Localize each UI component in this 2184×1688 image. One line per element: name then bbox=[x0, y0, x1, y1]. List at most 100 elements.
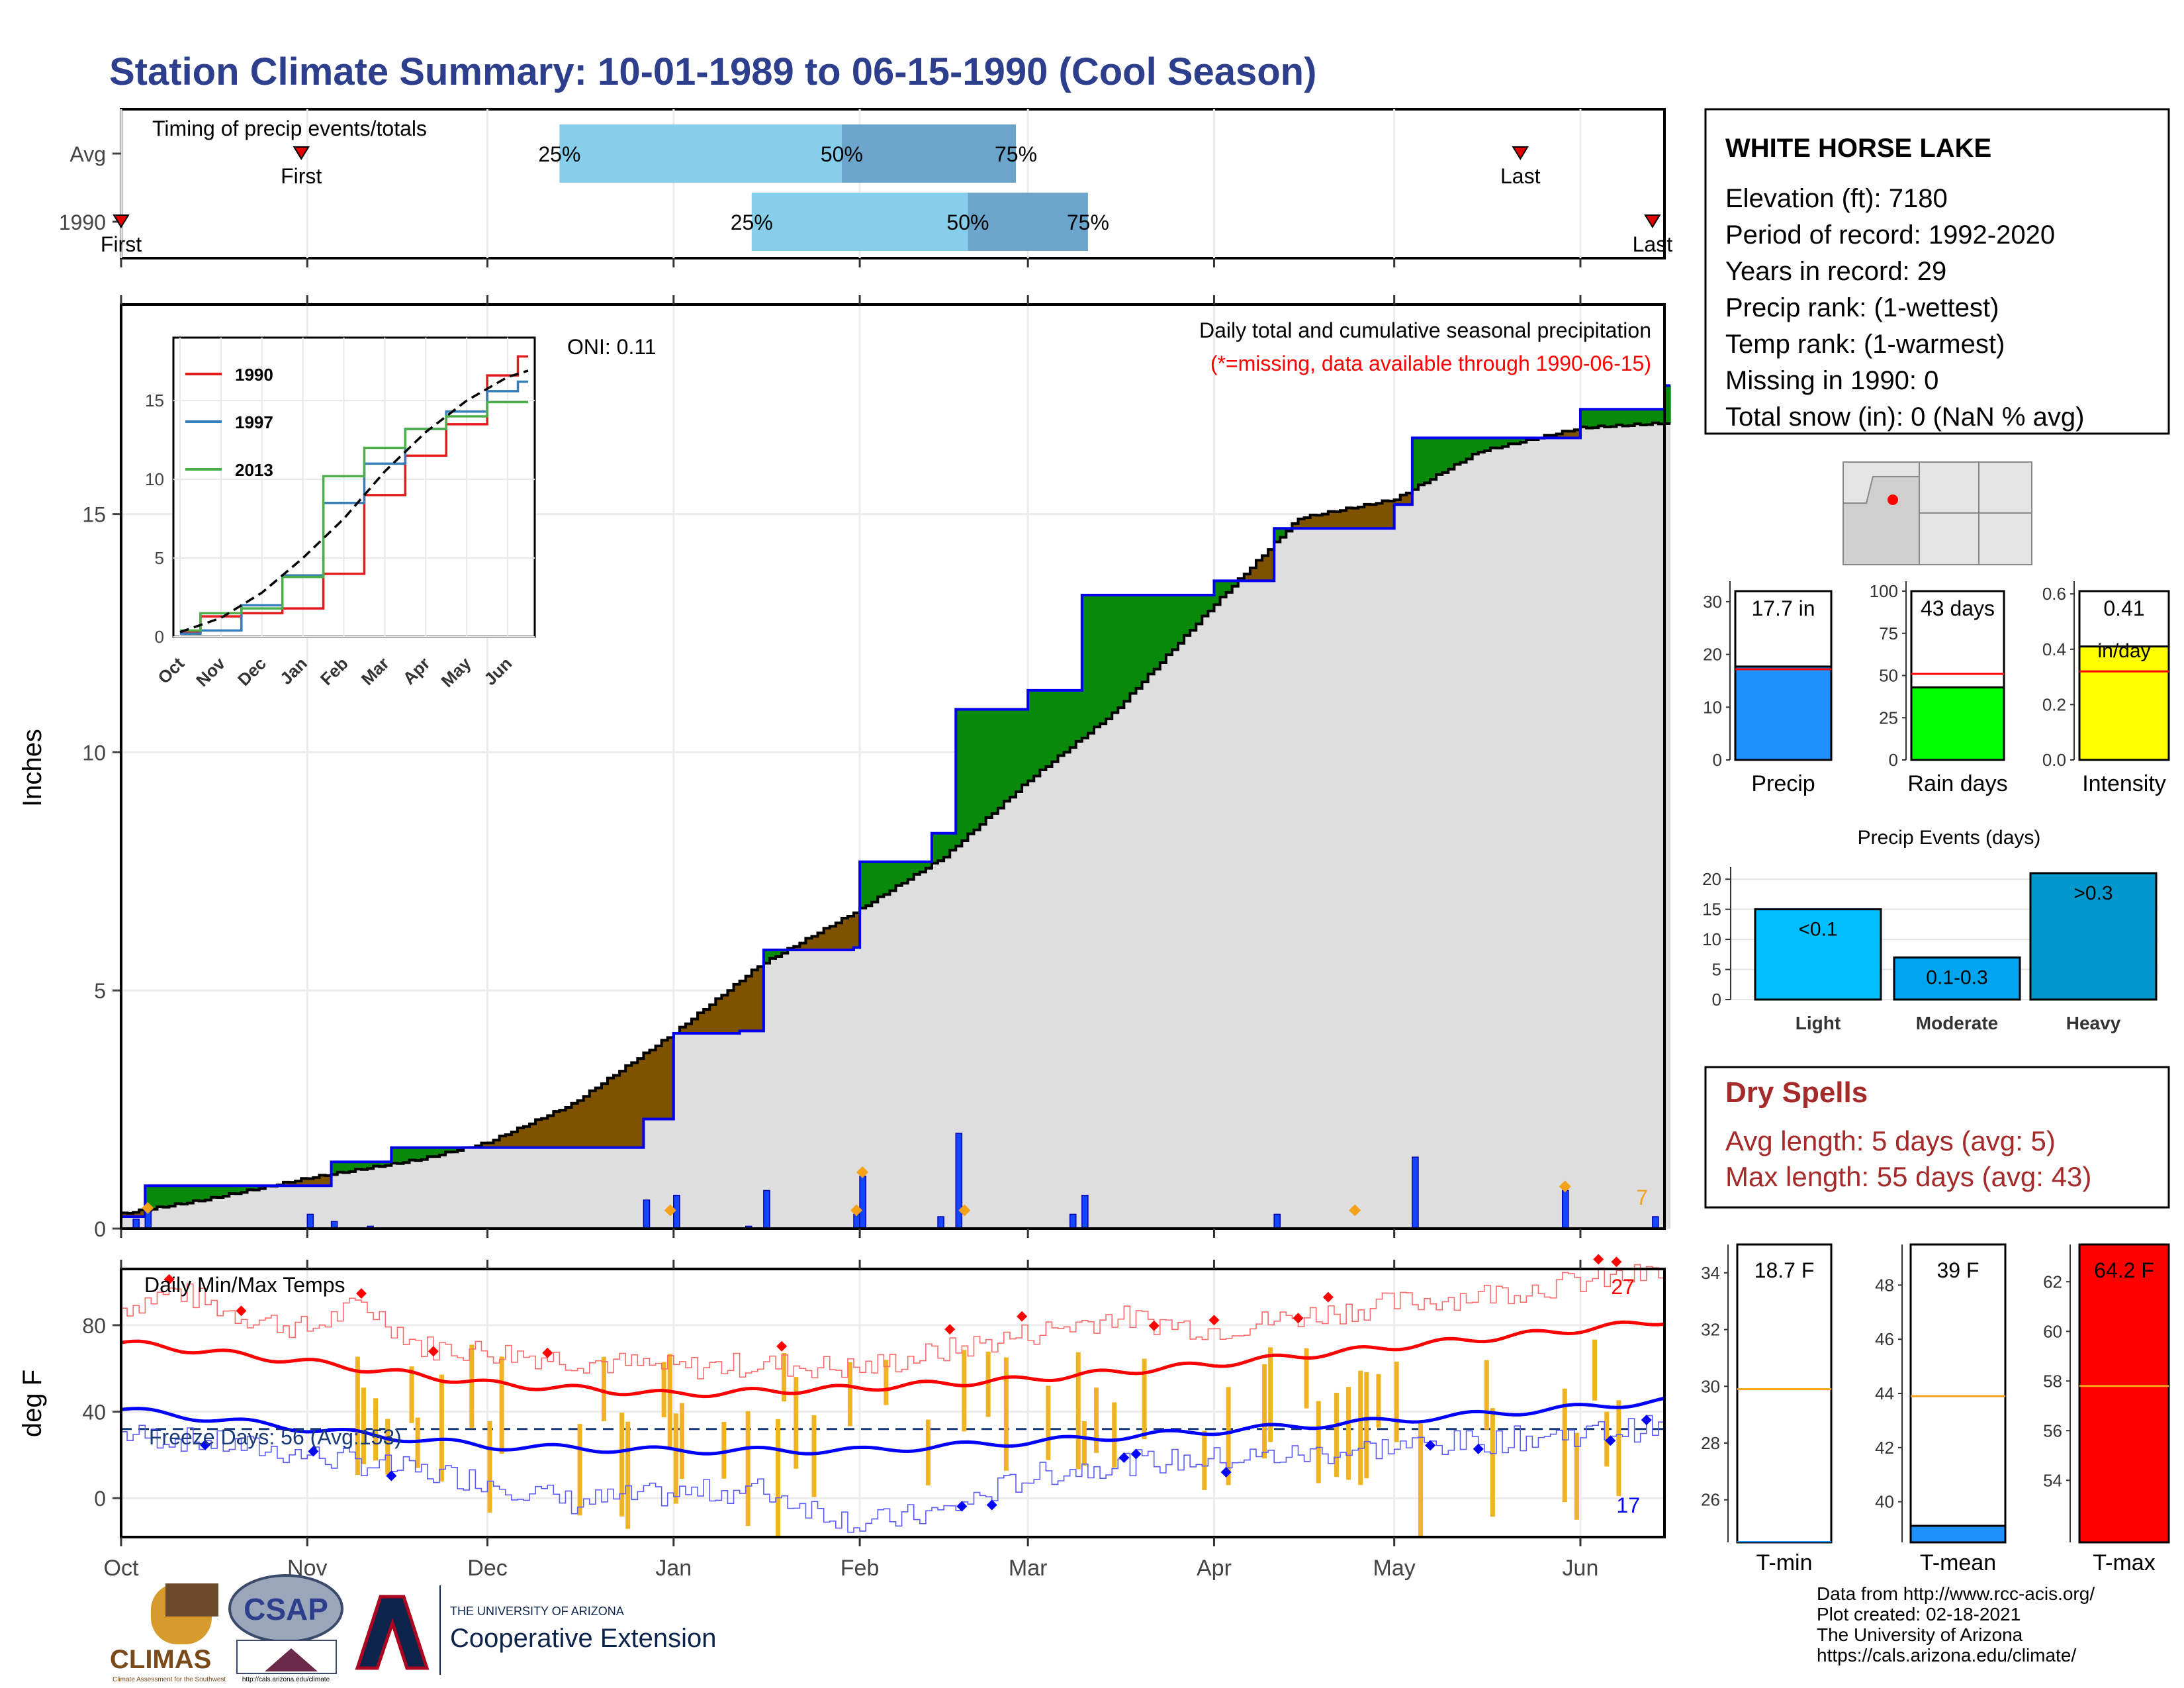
timing-q75-label: 75% bbox=[995, 142, 1037, 166]
freeze-day-bar bbox=[1262, 1364, 1267, 1459]
surplus-area bbox=[1490, 438, 1497, 448]
surplus-area bbox=[1022, 709, 1028, 785]
freeze-day-bar bbox=[679, 1403, 684, 1479]
daily-precip-bar bbox=[1412, 1156, 1419, 1229]
surplus-area bbox=[895, 861, 903, 886]
surplus-area bbox=[421, 1147, 428, 1160]
freeze-day-bar bbox=[385, 1419, 390, 1475]
deficit-area bbox=[1244, 574, 1251, 581]
deficit-area bbox=[535, 1119, 542, 1148]
climas-logo-mark-accent bbox=[165, 1583, 218, 1617]
surplus-area bbox=[187, 1186, 194, 1203]
station-info-frame bbox=[1704, 108, 2170, 435]
temp-y-axis-label: deg F bbox=[18, 1370, 47, 1437]
temp-summary-tick-label: 34 bbox=[1701, 1263, 1720, 1283]
surplus-area bbox=[1640, 409, 1647, 425]
surplus-area bbox=[1226, 581, 1233, 592]
temp-summary-value-label: 64.2 F bbox=[2094, 1258, 2154, 1282]
precip-events-category-label: Light bbox=[1796, 1013, 1841, 1033]
oni-label: ONI: 0.11 bbox=[567, 335, 657, 359]
deficit-area bbox=[727, 990, 735, 1033]
record-low-marker bbox=[986, 1499, 997, 1511]
deficit-area bbox=[319, 1175, 326, 1186]
surplus-area bbox=[907, 861, 915, 880]
surplus-area bbox=[211, 1186, 218, 1197]
surplus-area bbox=[1280, 528, 1287, 538]
surplus-area bbox=[1178, 594, 1185, 643]
surplus-area bbox=[889, 861, 897, 891]
freeze-day-bar bbox=[469, 1344, 475, 1429]
precip-events-bar bbox=[1754, 908, 1882, 1001]
deficit-area bbox=[733, 984, 741, 1033]
daily-precip-bar bbox=[132, 1218, 140, 1229]
surplus-area bbox=[343, 1162, 350, 1173]
surplus-area bbox=[1154, 594, 1161, 669]
deficit-area bbox=[595, 1088, 602, 1148]
precip-events-ytick-label: 0 bbox=[1712, 990, 1721, 1009]
surplus-area bbox=[1484, 438, 1491, 451]
freeze-day-bar bbox=[667, 1354, 672, 1448]
summary-bar-tick-label: 75 bbox=[1879, 624, 1898, 643]
surplus-area bbox=[403, 1147, 410, 1163]
freeze-day-bar bbox=[1046, 1385, 1051, 1460]
deficit-area bbox=[139, 1209, 146, 1217]
deficit-area bbox=[607, 1078, 614, 1148]
deficit-area bbox=[1262, 555, 1269, 581]
summary-bar-tick-label: 0 bbox=[1889, 750, 1898, 770]
deficit-area bbox=[307, 1178, 314, 1186]
record-high-marker bbox=[542, 1347, 553, 1358]
deficit-area bbox=[698, 1013, 704, 1033]
surplus-area bbox=[931, 833, 938, 863]
surplus-area bbox=[1448, 438, 1455, 469]
surplus-area bbox=[247, 1186, 254, 1190]
deficit-area bbox=[127, 1213, 134, 1217]
timing-q25-label: 25% bbox=[538, 142, 580, 166]
record-high-marker bbox=[428, 1346, 439, 1357]
freeze-day-bar bbox=[361, 1387, 366, 1464]
deficit-area bbox=[799, 943, 807, 951]
surplus-area bbox=[331, 1162, 338, 1175]
deficit-area bbox=[811, 936, 819, 951]
surplus-area bbox=[199, 1186, 206, 1201]
record-low-marker bbox=[1118, 1452, 1130, 1464]
deficit-area bbox=[313, 1177, 320, 1186]
surplus-area bbox=[1646, 409, 1653, 425]
station-location-marker bbox=[1888, 494, 1898, 505]
daily-precip-bar bbox=[1561, 1190, 1569, 1229]
surplus-area bbox=[913, 861, 921, 874]
inset-legend-label: 1990 bbox=[235, 365, 273, 385]
temp-panel-label: Daily Min/Max Temps bbox=[144, 1273, 345, 1297]
deficit-area bbox=[1388, 500, 1395, 529]
deficit-area bbox=[847, 916, 854, 951]
surplus-area bbox=[1046, 690, 1053, 767]
surplus-area bbox=[1106, 594, 1113, 720]
deficit-area bbox=[1250, 567, 1257, 581]
timing-q25-q50-bar bbox=[559, 124, 842, 183]
temp-summary-bar-t-max: 54 56 58 60 62 64.2 F T-max bbox=[2043, 1243, 2170, 1575]
deficit-area bbox=[1400, 494, 1407, 505]
x-axis-tick-label: Apr bbox=[1197, 1556, 1232, 1581]
inset-series-line-2013 bbox=[180, 400, 528, 632]
precip-events-ytick-label: 5 bbox=[1712, 960, 1721, 980]
freeze-day-bar bbox=[1226, 1387, 1231, 1485]
credit-line: Plot created: 02-18-2021 bbox=[1817, 1604, 2021, 1624]
summary-bar-tick-label: 100 bbox=[1870, 581, 1898, 601]
freeze-day-bar bbox=[1304, 1348, 1309, 1409]
tmax-avg-line bbox=[120, 1320, 1665, 1399]
surplus-area bbox=[1502, 438, 1509, 447]
deficit-area bbox=[523, 1126, 530, 1148]
dry-spells-max: Max length: 55 days (avg: 43) bbox=[1725, 1161, 2091, 1192]
surplus-area bbox=[884, 861, 891, 895]
deficit-area bbox=[1292, 523, 1299, 529]
surplus-area bbox=[1622, 409, 1629, 426]
deficit-area bbox=[1382, 500, 1389, 529]
freeze-day-bar bbox=[925, 1419, 931, 1485]
daily-precip-bar bbox=[306, 1213, 314, 1229]
surplus-area bbox=[1052, 690, 1059, 762]
deficit-area bbox=[133, 1212, 140, 1217]
temp-summary-tick-label: 28 bbox=[1701, 1433, 1720, 1453]
surplus-area bbox=[259, 1186, 266, 1189]
climas-logo-subtext: Climate Assessment for the Southwest bbox=[113, 1676, 226, 1683]
freeze-day-bar bbox=[1490, 1408, 1495, 1517]
temp-summary-tick-label: 56 bbox=[2043, 1421, 2062, 1440]
